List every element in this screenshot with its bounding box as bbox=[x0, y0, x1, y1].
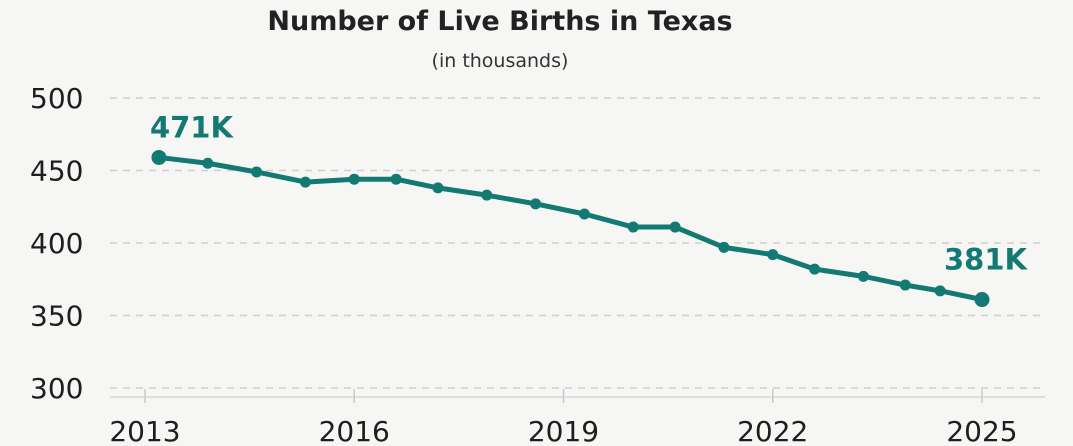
data-point bbox=[151, 149, 167, 165]
data-point bbox=[481, 189, 493, 201]
x-tick-label: 2025 bbox=[946, 415, 1017, 446]
data-point bbox=[251, 166, 263, 178]
data-point bbox=[390, 173, 402, 185]
chart-subtitle: (in thousands) bbox=[431, 50, 569, 72]
data-point bbox=[934, 285, 946, 297]
x-tick-label: 2019 bbox=[528, 415, 599, 446]
x-tick-label: 2013 bbox=[109, 415, 180, 446]
x-tick-label: 2016 bbox=[319, 415, 390, 446]
data-point bbox=[669, 221, 681, 233]
data-point bbox=[974, 292, 990, 308]
data-point bbox=[718, 241, 730, 253]
data-point bbox=[530, 198, 542, 210]
y-tick-label: 300 bbox=[30, 372, 83, 405]
data-point bbox=[899, 279, 911, 291]
data-point bbox=[202, 157, 214, 169]
y-tick-label: 400 bbox=[30, 227, 83, 260]
x-tick-label: 2022 bbox=[737, 415, 808, 446]
data-point bbox=[348, 173, 360, 185]
chart-title: Number of Live Births in Texas bbox=[267, 6, 733, 37]
data-point bbox=[299, 176, 311, 188]
data-point bbox=[627, 221, 639, 233]
y-tick-label: 350 bbox=[30, 300, 83, 333]
data-label: 381K bbox=[944, 243, 1029, 277]
data-point bbox=[578, 208, 590, 220]
y-tick-label: 450 bbox=[30, 155, 83, 188]
data-point bbox=[857, 270, 869, 282]
data-point bbox=[432, 182, 444, 194]
data-point bbox=[767, 249, 779, 261]
data-point bbox=[809, 263, 821, 275]
y-tick-label: 500 bbox=[30, 82, 83, 115]
data-label: 471K bbox=[150, 110, 235, 144]
